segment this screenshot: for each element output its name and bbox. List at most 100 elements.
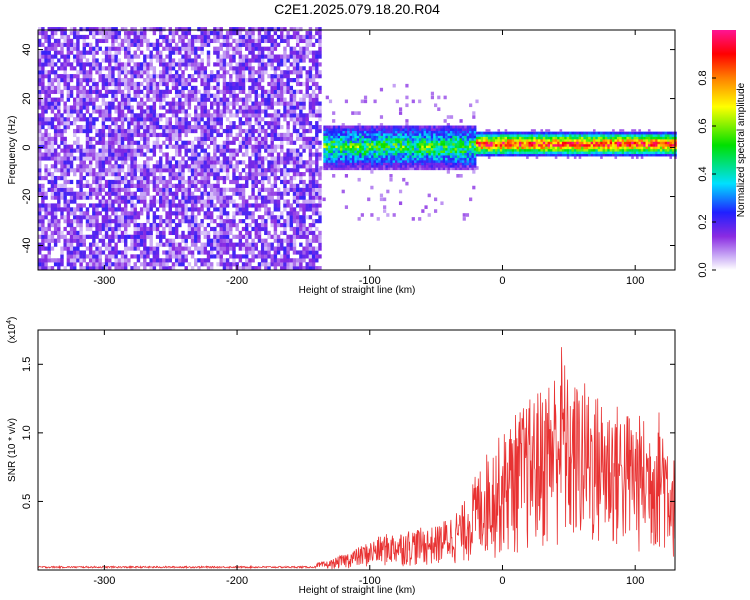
heatmap-cell <box>213 164 217 169</box>
heatmap-cell <box>260 27 265 32</box>
heatmap-cell <box>53 117 58 122</box>
heatmap-cell <box>235 109 239 114</box>
heatmap-cell <box>394 137 398 141</box>
heatmap-cell <box>399 142 403 146</box>
heatmap-cell <box>190 207 195 212</box>
heatmap-cell <box>130 140 134 145</box>
heatmap-cell <box>38 187 42 192</box>
heatmap-cell <box>73 234 77 239</box>
heatmap-cell <box>133 191 137 196</box>
heatmap-cell <box>363 167 367 171</box>
heatmap-cell <box>302 203 306 208</box>
heatmap-cell <box>283 97 287 102</box>
heatmap-cell <box>111 246 115 251</box>
heatmap-cell <box>38 70 42 75</box>
heatmap-cell <box>409 145 412 149</box>
heatmap-cell <box>383 157 386 161</box>
heatmap-cell <box>232 46 236 51</box>
heatmap-cell <box>174 230 179 236</box>
heatmap-cell <box>286 105 290 110</box>
heatmap-cell <box>63 226 67 232</box>
heatmap-cell <box>127 219 131 224</box>
heatmap-cell <box>295 164 300 169</box>
heatmap-cell <box>302 211 306 216</box>
heatmap-cell <box>229 187 233 192</box>
heatmap-cell <box>114 258 118 263</box>
heatmap-cell <box>323 164 326 168</box>
heatmap-cell <box>219 62 223 67</box>
heatmap-cell <box>123 211 128 216</box>
heatmap-cell <box>41 89 45 94</box>
heatmap-cell <box>130 27 134 32</box>
heatmap-cell <box>187 128 192 134</box>
heatmap-cell <box>92 89 96 94</box>
heatmap-cell <box>60 42 64 47</box>
heatmap-cell <box>63 195 67 200</box>
heatmap-cell <box>57 234 61 239</box>
heatmap-cell <box>53 156 58 161</box>
heatmap-cell <box>117 152 122 157</box>
heatmap-cell <box>289 34 294 40</box>
heatmap-cell <box>383 137 386 141</box>
heatmap-cell <box>411 159 415 163</box>
heatmap-cell <box>117 70 122 75</box>
heatmap-cell <box>213 140 217 145</box>
heatmap-cell <box>101 156 106 161</box>
heatmap-cell <box>305 203 309 208</box>
heatmap-cell <box>108 70 112 75</box>
heatmap-cell <box>162 89 166 94</box>
heatmap-cell <box>318 203 322 208</box>
heatmap-cell <box>41 238 45 243</box>
heatmap-cell <box>311 58 316 63</box>
heatmap-cell <box>146 191 150 196</box>
heatmap-cell <box>209 85 214 91</box>
heatmap-cell <box>44 164 48 169</box>
heatmap-cell <box>318 46 322 51</box>
heatmap-cell <box>197 156 201 161</box>
heatmap-cell <box>162 97 166 102</box>
heatmap-cell <box>69 250 74 255</box>
heatmap-cell <box>82 89 86 94</box>
heatmap-cell <box>168 140 172 145</box>
heatmap-cell <box>200 246 204 251</box>
heatmap-cell <box>305 238 309 243</box>
heatmap-cell <box>335 125 338 129</box>
heatmap-cell <box>305 50 309 55</box>
heatmap-cell <box>200 113 204 118</box>
heatmap-cell <box>260 85 265 91</box>
heatmap-cell <box>254 195 258 200</box>
heatmap-cell <box>248 89 252 94</box>
heatmap-cell <box>120 128 125 134</box>
heatmap-cell <box>79 222 83 228</box>
heatmap-cell <box>260 34 265 40</box>
heatmap-cell <box>289 211 294 216</box>
heatmap-cell <box>114 46 118 51</box>
heatmap-cell <box>387 142 391 146</box>
heatmap-cell <box>174 85 179 91</box>
heatmap-cell <box>108 105 112 110</box>
heatmap-cell <box>108 50 112 55</box>
heatmap-cell <box>225 54 230 59</box>
heatmap-cell <box>44 172 48 177</box>
heatmap-cell <box>197 172 201 177</box>
heatmap-cell <box>162 175 166 181</box>
heatmap-cell <box>101 125 106 130</box>
heatmap-cell <box>219 27 223 32</box>
heatmap-cell <box>213 101 217 106</box>
heatmap-cell <box>305 183 309 188</box>
heatmap-cell <box>111 187 115 192</box>
heatmap-cell <box>104 50 109 55</box>
heatmap-cell <box>248 164 252 169</box>
heatmap-cell <box>216 246 220 251</box>
heatmap-cell <box>251 105 255 110</box>
heatmap-cell <box>280 136 284 141</box>
heatmap-cell <box>315 74 319 79</box>
heatmap-cell <box>283 152 287 157</box>
heatmap-cell <box>98 27 102 32</box>
heatmap-cell <box>273 262 278 267</box>
heatmap-cell <box>264 258 268 263</box>
heatmap-cell <box>88 164 93 169</box>
heatmap-cell <box>108 144 112 149</box>
heatmap-cell <box>318 199 322 204</box>
heatmap-cell <box>330 164 334 168</box>
